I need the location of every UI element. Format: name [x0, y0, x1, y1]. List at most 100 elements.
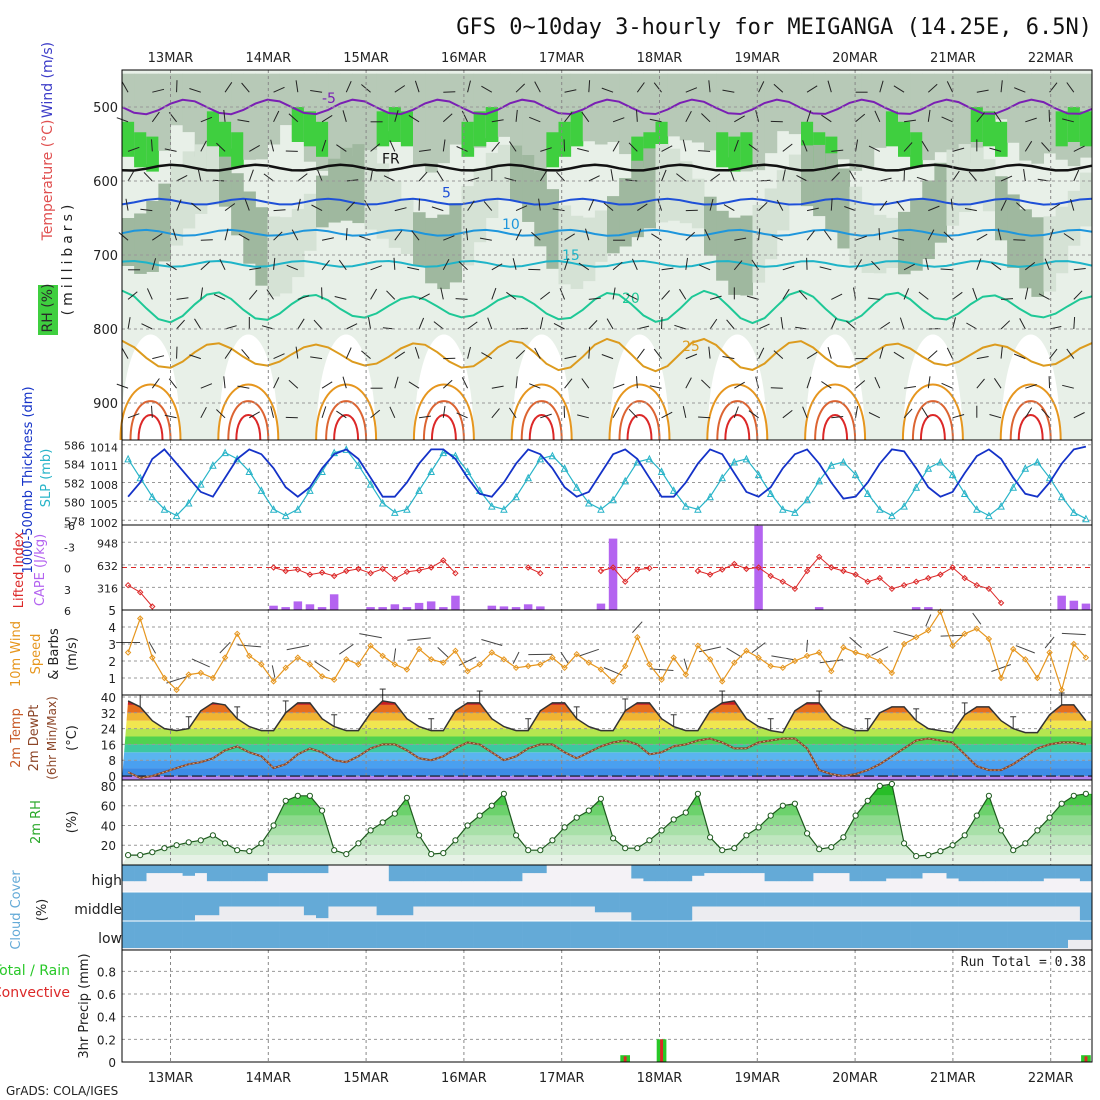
- cloud-bar: [267, 921, 280, 948]
- rh-shade: [873, 73, 887, 148]
- wind-barb: [491, 119, 504, 123]
- wind-barb: [286, 264, 299, 271]
- wind-barb: [612, 117, 625, 123]
- rh-point: [367, 827, 374, 834]
- wind-barb: [564, 89, 577, 93]
- wind-barb: [467, 80, 471, 93]
- cloud-bar: [1019, 865, 1032, 882]
- wind-barb: [683, 658, 688, 671]
- wind-barb: [1000, 346, 1003, 359]
- wind-barb: [176, 199, 182, 211]
- wind-speed-point: [694, 642, 702, 649]
- rh-label: RH (%): [40, 284, 56, 333]
- cloud-bar: [1043, 892, 1056, 907]
- rh-shade: [352, 73, 365, 157]
- rh-shade-high: [1067, 107, 1081, 142]
- cloud-bar: [594, 892, 608, 913]
- slp-point: [366, 479, 375, 488]
- lifted-index-point: [912, 578, 920, 585]
- wind-barb: [773, 83, 784, 93]
- wind-barb: [461, 377, 469, 389]
- wind-speed-point: [925, 627, 932, 634]
- isotherm-line: [121, 228, 1093, 237]
- rh-point: [719, 847, 726, 854]
- wind-barb: [782, 169, 786, 182]
- wind-barb: [821, 381, 832, 389]
- rh-shade: [1007, 73, 1020, 143]
- pressure-tick-label: 800: [93, 323, 118, 338]
- cloud-bar: [400, 892, 414, 916]
- rh-shade-high: [316, 121, 329, 157]
- wind-barb: [831, 293, 843, 300]
- wind-barb: [389, 140, 396, 152]
- cloud-bar: [388, 865, 402, 882]
- wind-barb: [952, 170, 960, 182]
- rh-point: [355, 840, 362, 847]
- cape-bar: [390, 604, 400, 610]
- cloud-bar: [861, 892, 874, 907]
- cloud-bar: [801, 865, 814, 882]
- wind-barb: [418, 317, 425, 330]
- pressure-tick-label: 500: [93, 101, 118, 116]
- cloud-bar: [813, 892, 826, 907]
- wind-barb: [148, 641, 157, 654]
- cloud-bar: [898, 865, 911, 879]
- rh-shade: [643, 148, 656, 229]
- cloud-bar: [837, 865, 850, 874]
- top-date-axis: 13MAR 14MAR 15MAR 16MAR 17MAR 18MAR 19MAR 20MAR…: [148, 51, 1074, 66]
- cloud-bar: [1031, 892, 1044, 907]
- date-label: 20MAR: [832, 1071, 878, 1086]
- wind-barb: [661, 267, 674, 271]
- wind-barb: [903, 408, 913, 419]
- rh-shade: [449, 203, 462, 283]
- rh-shade: [243, 191, 256, 264]
- wind-barb: [197, 169, 202, 182]
- wind-barb: [976, 356, 989, 360]
- wind-barb: [467, 200, 475, 211]
- cloud-bar: [558, 892, 571, 907]
- panel5-labels: 2m Temp 2m DewPt (6hr Min/Max) (°C): [9, 696, 80, 780]
- cloud-bar: [594, 921, 608, 948]
- wind-barb: [414, 347, 420, 359]
- rh-shade: [582, 217, 596, 282]
- rh-shade: [788, 154, 802, 203]
- wind-barb: [588, 175, 600, 182]
- wind-barb: [1062, 384, 1074, 389]
- wind-speed-point: [512, 664, 520, 672]
- rh-shade: [594, 73, 608, 145]
- rh-shade: [194, 73, 208, 157]
- panel4-labels: 10m Wind Speed & Barbs (m/s): [9, 621, 80, 687]
- rh-shade: [788, 73, 802, 135]
- wind-barb: [1023, 169, 1026, 182]
- cloud-bar: [279, 921, 292, 948]
- wind-barb: [722, 356, 735, 360]
- lifted-index-point: [391, 575, 399, 583]
- wind-barb: [342, 110, 347, 122]
- lifted-index-point: [694, 567, 702, 575]
- cloud-bar: [122, 921, 135, 948]
- wind-speed-point: [379, 652, 386, 660]
- rh-shade: [449, 73, 462, 145]
- rh-shade: [340, 73, 353, 148]
- wind-barb: [487, 317, 493, 330]
- wind-barb: [830, 172, 840, 182]
- date-label: 22MAR: [1028, 51, 1074, 66]
- rh-point: [852, 812, 859, 819]
- cape-label: CAPE (J/kg): [33, 534, 48, 606]
- wind-speed-point: [900, 640, 908, 648]
- rh-shade-high: [400, 111, 414, 147]
- rh-point: [331, 847, 338, 854]
- wind-speed-point: [1022, 656, 1029, 663]
- cloud-bar: [255, 892, 268, 907]
- wind-barb: [237, 644, 262, 648]
- rh-tick-label: 20: [101, 839, 116, 853]
- slp-point: [960, 489, 969, 497]
- cloud-bar: [898, 892, 911, 907]
- wind-barb: [676, 173, 687, 182]
- rh-point: [658, 827, 665, 834]
- rh-point: [998, 827, 1005, 834]
- wind-barb: [853, 287, 857, 300]
- lifted-index-point: [524, 564, 532, 571]
- rh-point: [913, 853, 920, 860]
- wind-barb: [993, 378, 1002, 389]
